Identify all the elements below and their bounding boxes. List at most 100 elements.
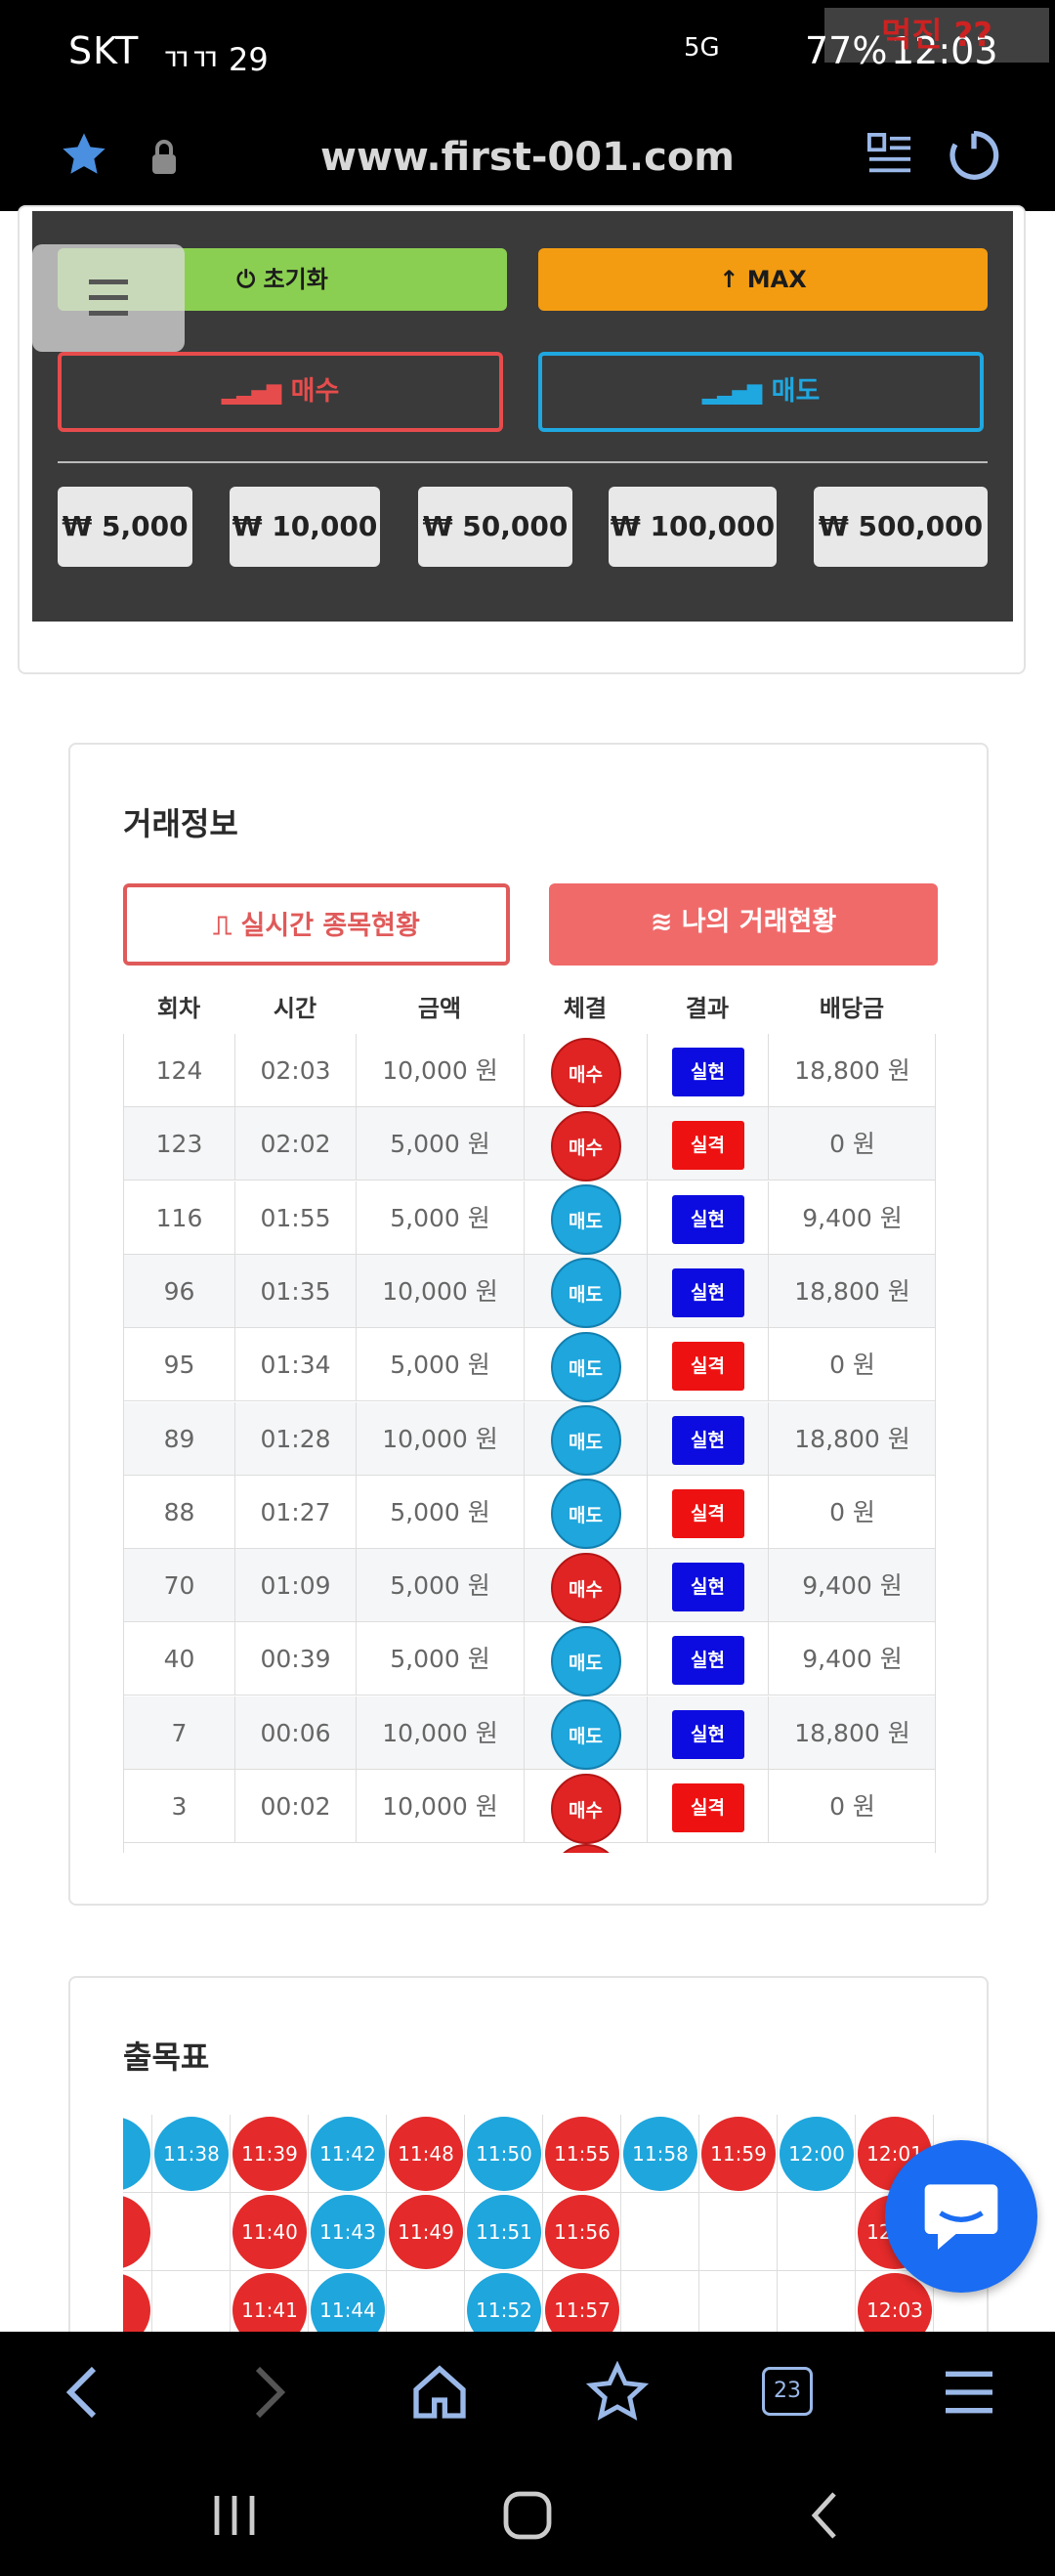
time-cell: 02:02 [235,1107,357,1181]
board-cell [152,2193,231,2271]
sell-button[interactable]: ▂▃▅▇ 매도 [538,352,984,432]
blue-result-ball [123,2117,150,2191]
sell-badge: 매도 [550,1331,621,1402]
sell-badge: 매도 [550,1699,621,1771]
board-cell: 11:44 [309,2271,387,2349]
result-board-title: 출목표 [123,2039,210,2076]
url-text[interactable]: www.first-001.com [320,135,735,180]
red-result-ball: 11:39 [232,2117,307,2191]
result-cell: 실격 [648,1770,769,1843]
browser-address-bar: www.first-001.com [0,109,1055,211]
back-icon[interactable] [55,2361,117,2424]
power-icon: ⏻ [236,266,256,293]
lose-badge: 실격 [671,1488,744,1538]
sell-badge: 매도 [550,1479,621,1550]
round-cell: 40 [124,1622,235,1696]
amount-button-5000[interactable]: ₩ 5,000 [58,487,192,567]
payout-cell: 0 원 [769,1107,935,1181]
result-board-grid[interactable]: 11:38 11:39 11:40 11:41 11:42 11:43 11:44 11:48… [123,2115,936,2408]
board-cell: 11:39 [231,2115,309,2193]
forward-icon[interactable] [234,2361,297,2424]
trade-history-table[interactable]: 124 02:03 10,000 원 매수 실현 18,800 원 123 02:02 5,00… [123,1034,936,1853]
side-cell: 매도 [525,1475,648,1550]
column-header: 회차 [156,995,201,1022]
tab-realtime-status[interactable]: ⎍ 실시간 종목현황 [123,883,510,966]
win-badge: 실현 [671,1636,744,1686]
round-cell: 95 [124,1328,235,1402]
amount-button-50000[interactable]: ₩ 50,000 [418,487,572,567]
board-cell: 11:48 [387,2115,465,2193]
column-header: 결과 [685,995,730,1022]
reader-mode-icon[interactable] [867,131,912,180]
win-badge: 실현 [671,1709,744,1759]
sell-badge: 매도 [550,1405,621,1476]
reload-icon[interactable] [948,127,1000,184]
lose-badge: 실격 [671,1121,744,1171]
result-cell: 실현 [648,1181,769,1255]
system-back-icon[interactable] [797,2488,856,2543]
win-badge: 실현 [671,1563,744,1612]
chat-bubble-icon [924,2184,998,2250]
board-cell: 11:55 [543,2115,621,2193]
side-cell: 매도 [525,1181,648,1256]
amount-button-10000[interactable]: ₩ 10,000 [230,487,380,567]
result-cell: 실격 [648,1475,769,1549]
round-cell: 88 [124,1475,235,1549]
bookmark-star-icon[interactable] [59,129,109,180]
sell-badge: 매도 [550,1184,621,1256]
side-cell: 매수 [525,1770,648,1844]
tab-realtime-label: 실시간 종목현황 [240,911,420,941]
table-row: 96 01:35 10,000 원 매도 실현 18,800 원 [124,1254,935,1329]
table-row: 88 01:27 5,000 원 매도 실격 0 원 [124,1475,935,1550]
home-icon[interactable] [408,2361,471,2424]
red-result-ball: 11:48 [389,2117,463,2191]
amount-cell: 5,000 원 [357,1549,525,1623]
tab-mytrades-label: 나의 거래현황 [681,907,837,937]
side-cell: 매수 [525,1549,648,1623]
time-cell: 00:39 [235,1622,357,1696]
buy-button[interactable]: ▂▃▅▇ 매수 [58,352,503,432]
max-button[interactable]: ↑ MAX [538,248,988,311]
blue-result-ball: 11:50 [467,2117,541,2191]
board-cell [123,2193,152,2271]
red-result-ball: 11:55 [545,2117,619,2191]
win-badge: 실현 [671,1415,744,1465]
time-cell: 01:28 [235,1401,357,1476]
column-header: 금액 [417,995,462,1022]
recent-apps-icon[interactable] [205,2488,264,2543]
table-row: 70 01:09 5,000 원 매수 실현 9,400 원 [124,1549,935,1623]
round-cell: 116 [124,1181,235,1255]
lose-badge: 실격 [671,1342,744,1392]
result-cell: 실현 [648,1034,769,1107]
home-button-icon[interactable] [498,2488,557,2543]
board-cell: 11:38 [152,2115,231,2193]
buy-button-label: 매수 [290,376,340,407]
win-badge: 실현 [671,1048,744,1096]
watermark-logo: 먹진 ?? [824,8,1049,63]
tab-my-trades[interactable]: ≋ 나의 거래현황 [549,883,938,966]
battery-label: 77% [805,29,888,72]
table-row: 116 01:55 5,000 원 매도 실현 9,400 원 [124,1181,935,1256]
amount-cell: 10,000 원 [357,1401,525,1476]
pulse-icon: ⎍ [213,911,232,941]
arrow-up-icon: ↑ [719,266,739,293]
board-cell: 11:40 [231,2193,309,2271]
payout-cell: 0 원 [769,1328,935,1401]
amount-button-100000[interactable]: ₩ 100,000 [609,487,777,567]
chat-button[interactable] [885,2140,1037,2293]
round-cell: 123 [124,1107,235,1181]
blue-result-ball: 11:58 [623,2117,697,2191]
lock-icon [152,140,176,174]
bookmarks-icon[interactable] [586,2361,649,2424]
round-cell: 96 [124,1254,235,1328]
list-icon: ≋ [650,907,673,937]
amount-button-500000[interactable]: ₩ 500,000 [814,487,988,567]
browser-toolbar: 23 [0,2332,1055,2453]
tabs-icon[interactable]: 23 [762,2367,813,2416]
side-cell: 매수 [525,1107,648,1181]
sell-badge: 매도 [550,1258,621,1329]
sell-badge: 매도 [550,1625,621,1696]
menu-icon[interactable] [938,2361,1000,2424]
trade-info-title: 거래정보 [123,805,238,842]
floating-menu-button[interactable] [32,244,185,352]
